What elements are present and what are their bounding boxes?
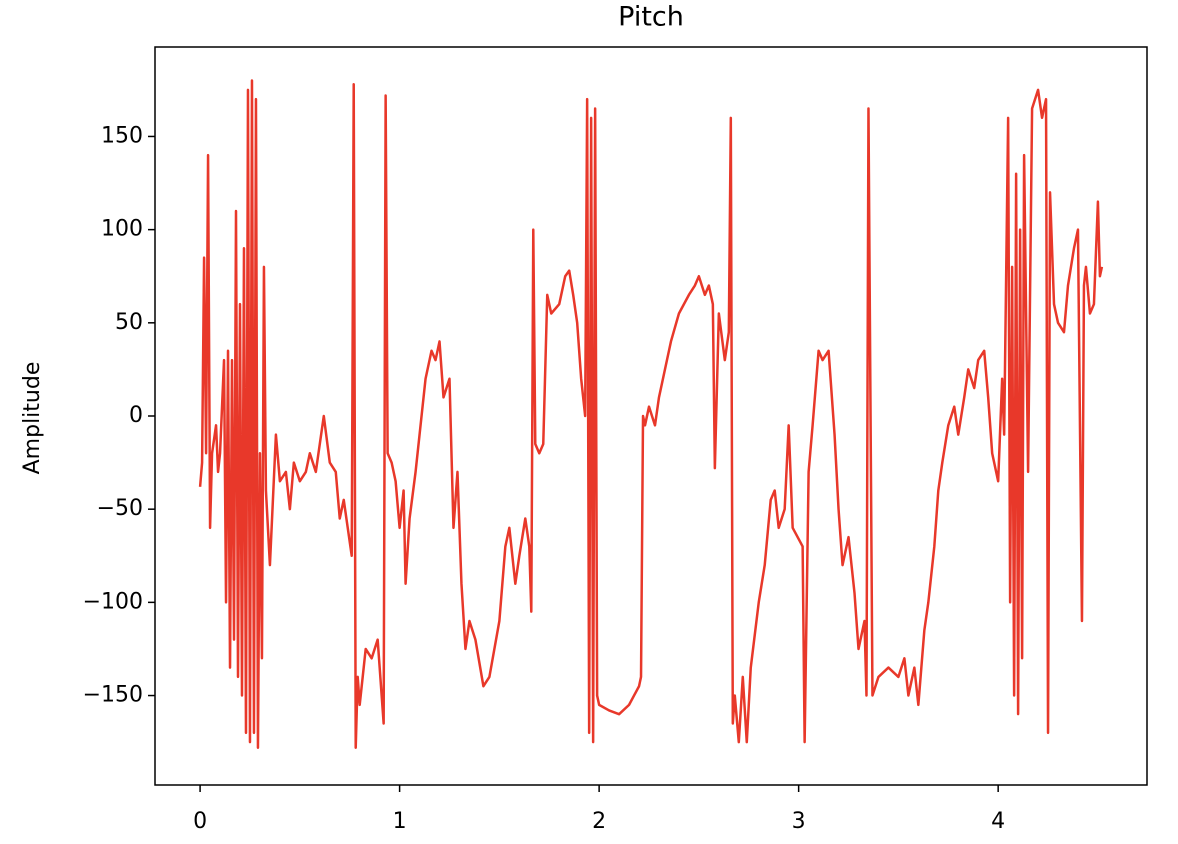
data-line [198, 79, 1104, 749]
plot-frame [154, 46, 1148, 786]
x-tick-label: 3 [792, 809, 806, 834]
y-tick-label: 50 [115, 310, 143, 335]
y-tick-label: −50 [97, 496, 143, 521]
x-tick-label: 2 [592, 809, 606, 834]
x-tick-label: 0 [193, 809, 207, 834]
y-tick-label: −150 [83, 683, 143, 708]
y-tick-label: 0 [129, 403, 143, 428]
x-tick-label: 4 [991, 809, 1005, 834]
y-tick-label: 100 [101, 217, 143, 242]
chart-title: Pitch [618, 2, 684, 33]
y-tick-label: 150 [101, 123, 143, 148]
y-tick-label: −100 [83, 589, 143, 614]
y-axis-label: Amplitude [20, 362, 45, 475]
x-tick-label: 1 [393, 809, 407, 834]
